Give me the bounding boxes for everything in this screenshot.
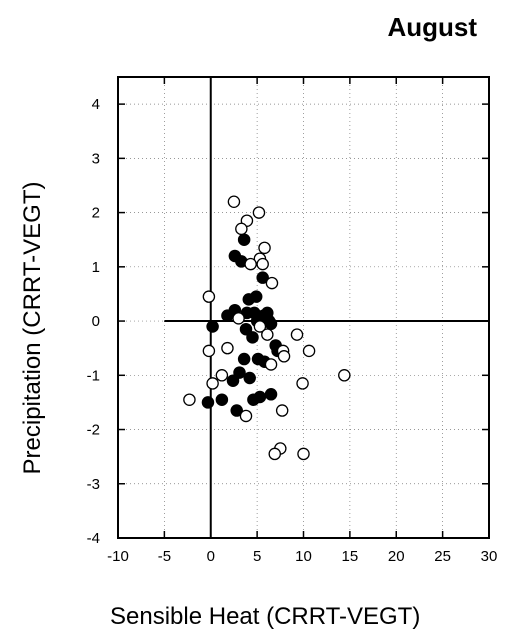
filled-data-point — [239, 322, 253, 336]
open-data-point — [253, 320, 267, 333]
open-data-point — [227, 195, 241, 208]
y-tick-label: 3 — [92, 150, 100, 167]
open-data-point — [215, 369, 229, 382]
filled-data-point — [201, 396, 215, 409]
open-data-point — [258, 241, 271, 255]
plot-frame — [117, 76, 490, 539]
open-data-point — [235, 222, 248, 236]
filled-data-point — [264, 388, 278, 401]
grid-lines — [118, 77, 489, 538]
open-data-point — [244, 257, 257, 271]
open-data-point — [183, 393, 196, 406]
filled-data-point — [253, 390, 267, 404]
y-tick-label: 1 — [92, 259, 100, 276]
data-points — [183, 195, 351, 461]
x-tick-label: -10 — [107, 548, 129, 565]
filled-data-point — [237, 233, 251, 246]
open-data-point — [265, 276, 279, 290]
open-data-point — [256, 257, 269, 271]
y-tick-label: -4 — [87, 530, 100, 547]
open-data-point — [202, 290, 216, 303]
y-tick-label: 4 — [92, 96, 100, 113]
filled-data-point — [246, 331, 259, 344]
x-tick-label: 5 — [253, 548, 261, 565]
open-data-point — [268, 447, 281, 461]
open-data-point — [252, 206, 266, 219]
filled-data-point — [226, 374, 240, 387]
y-axis-label: Precipitation (CRRT-VEGT) — [19, 181, 46, 475]
filled-data-point — [230, 404, 243, 417]
open-data-point — [302, 344, 316, 358]
open-data-point — [261, 328, 274, 341]
open-data-point — [202, 344, 216, 358]
filled-data-point — [237, 352, 251, 366]
filled-data-point — [215, 393, 229, 406]
x-tick-label: 30 — [481, 548, 498, 565]
x-axis-label: Sensible Heat (CRRT-VEGT) — [110, 603, 421, 630]
x-tick-label: -5 — [158, 548, 171, 565]
open-data-point — [264, 358, 278, 371]
filled-data-point — [243, 371, 256, 385]
reference-lines — [164, 77, 489, 538]
open-data-point — [296, 377, 309, 390]
y-tick-label: 2 — [92, 205, 100, 222]
y-tick-label: -3 — [87, 476, 100, 493]
x-tick-label: 20 — [388, 548, 405, 565]
x-tick-label: 10 — [295, 548, 312, 565]
x-tick-label: 25 — [434, 548, 451, 565]
open-data-point — [221, 341, 234, 355]
open-data-point — [275, 404, 289, 417]
open-data-point — [277, 350, 291, 363]
open-data-point — [206, 377, 219, 390]
filled-data-point — [264, 317, 278, 331]
filled-data-point — [233, 366, 246, 379]
open-data-point — [239, 409, 253, 423]
chart-title: August — [387, 12, 477, 42]
open-data-point — [297, 447, 310, 461]
y-tick-label: -1 — [87, 367, 100, 384]
filled-data-point — [206, 320, 219, 333]
open-data-point — [338, 369, 351, 382]
y-tick-label: -2 — [87, 422, 100, 439]
open-data-point — [232, 312, 245, 325]
filled-data-point — [256, 271, 269, 284]
plot-border — [117, 76, 490, 539]
open-data-point — [290, 328, 304, 341]
x-tick-label: 0 — [207, 548, 215, 565]
y-tick-label: 0 — [92, 313, 100, 330]
x-tick-label: 15 — [342, 548, 359, 565]
filled-data-point — [249, 290, 263, 303]
